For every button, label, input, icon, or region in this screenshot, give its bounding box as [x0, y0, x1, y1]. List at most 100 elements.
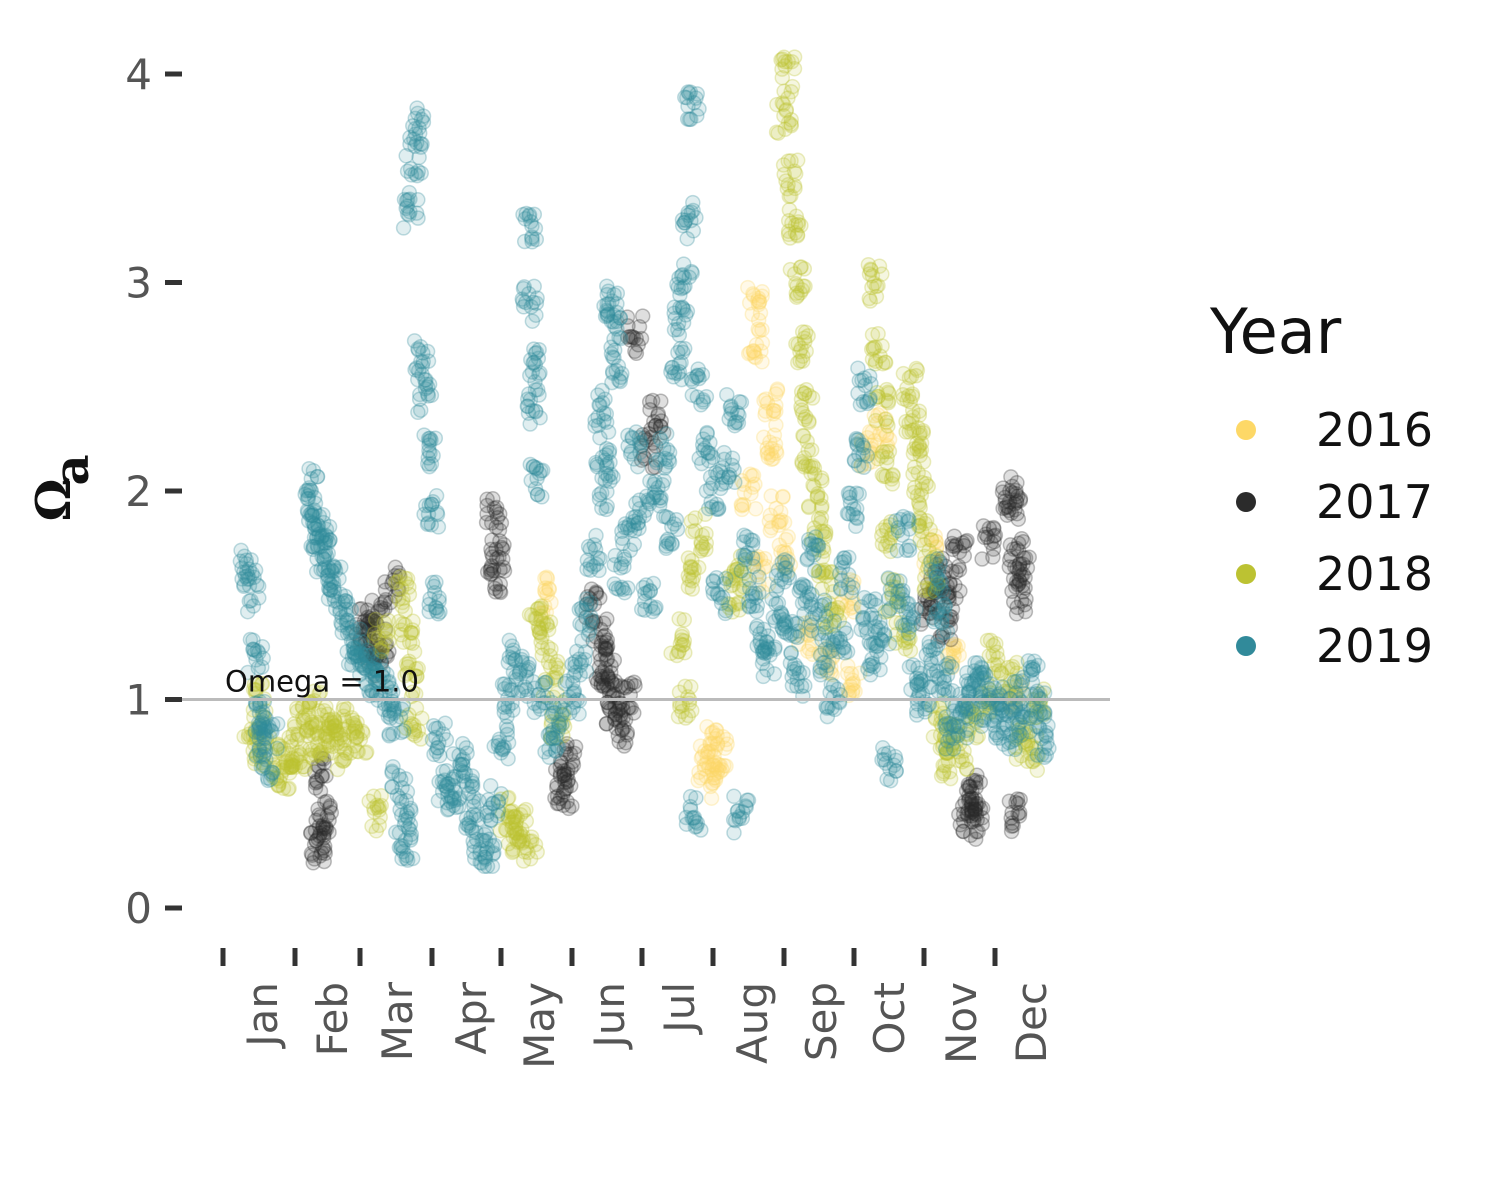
- point-2018-37-13: [777, 58, 793, 74]
- point-2019-98-13: [825, 689, 842, 705]
- point-2017-7-4: [377, 621, 394, 637]
- point-2016-10-6: [708, 722, 724, 738]
- point-2016-8-2: [696, 757, 713, 773]
- point-2016-5-7: [757, 403, 774, 419]
- point-2017-19-6: [598, 634, 614, 651]
- point-2019-128-13: [1025, 661, 1041, 678]
- point-2018-62-9: [942, 770, 959, 787]
- point-2019-64-13: [604, 363, 621, 380]
- point-2019-48-10: [525, 294, 541, 311]
- point-2019-70-13: [646, 484, 663, 501]
- point-2016-4-5: [747, 551, 763, 568]
- point-2016-16-7: [926, 552, 943, 568]
- point-2017-18-0: [593, 669, 610, 685]
- point-2018-33-13: [698, 535, 715, 551]
- point-2016-4-4: [757, 550, 773, 567]
- point-2017-20-7: [600, 680, 617, 697]
- point-2016-17-6: [944, 654, 961, 670]
- x-axis: Jan Feb Mar Apr May Jun Jul Aug Sep Oct Nov Dec: [220, 948, 1056, 1069]
- point-2019-103-13: [863, 375, 879, 392]
- point-2018-32-13: [680, 579, 697, 595]
- point-2019-84-13: [728, 413, 745, 430]
- point-2017-21-3: [612, 712, 628, 729]
- point-2016-3-5: [763, 488, 779, 504]
- point-2016-12-0: [825, 648, 841, 664]
- point-2018-57-10: [915, 425, 932, 441]
- point-2018-67-12: [988, 635, 1004, 652]
- point-2017-19-7: [598, 641, 615, 658]
- point-2019-46-4: [507, 652, 523, 669]
- point-2016-13-2: [842, 572, 859, 588]
- point-2017-4-5: [362, 630, 378, 647]
- point-2017-11-2: [492, 584, 509, 601]
- point-2017-3-12: [313, 750, 330, 767]
- point-2017-9-3: [382, 594, 399, 611]
- point-2018-44-13: [813, 470, 830, 486]
- point-2017-3-4: [307, 775, 324, 791]
- point-2017-4-3: [362, 610, 379, 627]
- point-2017-9-1: [389, 581, 406, 597]
- point-2017-12-11: [484, 532, 500, 548]
- point-2019-99-6: [826, 613, 843, 629]
- point-2019-76-11: [679, 230, 695, 247]
- point-2017-11-12: [486, 580, 503, 597]
- point-2017-7-12: [374, 603, 391, 619]
- point-2016-3-8: [773, 512, 789, 529]
- point-2016-7-1: [734, 473, 750, 489]
- point-2016-2-9: [765, 450, 781, 467]
- point-2016-13-5: [833, 570, 849, 587]
- point-2016-7-3: [747, 476, 763, 492]
- point-2017-1-1: [317, 845, 333, 862]
- point-2016-6-11: [773, 544, 789, 560]
- point-2018-50-13: [880, 394, 897, 411]
- point-2016-6-10: [780, 563, 796, 580]
- point-2017-2-5: [316, 824, 333, 841]
- point-2016-17-8: [947, 639, 964, 656]
- point-2019-101-12: [849, 510, 865, 527]
- point-2016-0-2: [751, 294, 767, 310]
- point-2017-18-4: [593, 677, 609, 694]
- point-2016-15-5: [878, 427, 894, 444]
- point-2016-19-2: [797, 615, 813, 631]
- point-2017-14-5: [555, 797, 572, 814]
- point-2019-85-13: [726, 825, 742, 841]
- point-2016-3-3: [771, 517, 787, 533]
- point-2016-9-1: [701, 759, 717, 775]
- point-2018-33-11: [683, 513, 700, 529]
- point-2017-5-2: [352, 619, 368, 636]
- point-2016-6-8: [777, 545, 793, 562]
- point-2016-9-12: [704, 775, 720, 792]
- point-2017-11-11: [482, 566, 499, 583]
- point-2017-14-10: [552, 768, 569, 784]
- point-2016-10-1: [699, 719, 715, 735]
- point-2017-2-0: [318, 821, 335, 837]
- point-2019-57-13: [583, 595, 599, 611]
- point-2017-15-3: [565, 757, 582, 773]
- point-2018-32-11: [683, 564, 700, 581]
- point-2016-9-4: [712, 763, 728, 780]
- point-2017-18-11: [594, 664, 611, 680]
- point-2017-6-0: [363, 633, 379, 649]
- x-tick-label-Dec: Dec: [1007, 982, 1056, 1063]
- point-2016-12-9: [824, 666, 840, 683]
- point-2017-9-4: [378, 592, 394, 608]
- point-2016-8-9: [694, 748, 711, 765]
- point-2017-2-1: [311, 818, 328, 834]
- point-2017-5-12: [353, 643, 370, 660]
- point-2016-13-0: [844, 590, 860, 606]
- point-2016-4-1: [752, 551, 769, 568]
- point-2017-10-2: [489, 510, 506, 526]
- point-2016-8-8: [693, 770, 709, 786]
- point-2019-58-11: [590, 550, 606, 566]
- point-2016-0-7: [745, 287, 762, 304]
- point-2017-11-6: [482, 562, 499, 578]
- point-2016-19-11: [793, 627, 809, 644]
- point-2019-46-12: [510, 685, 527, 701]
- point-2017-42-13: [1012, 573, 1028, 590]
- point-2017-9-0: [387, 567, 403, 584]
- point-2016-19-8: [791, 636, 807, 652]
- point-2016-5-0: [756, 392, 772, 409]
- point-2016-20-9: [534, 605, 551, 621]
- point-2016-12-8: [823, 659, 839, 676]
- point-2018-49-11: [877, 354, 894, 371]
